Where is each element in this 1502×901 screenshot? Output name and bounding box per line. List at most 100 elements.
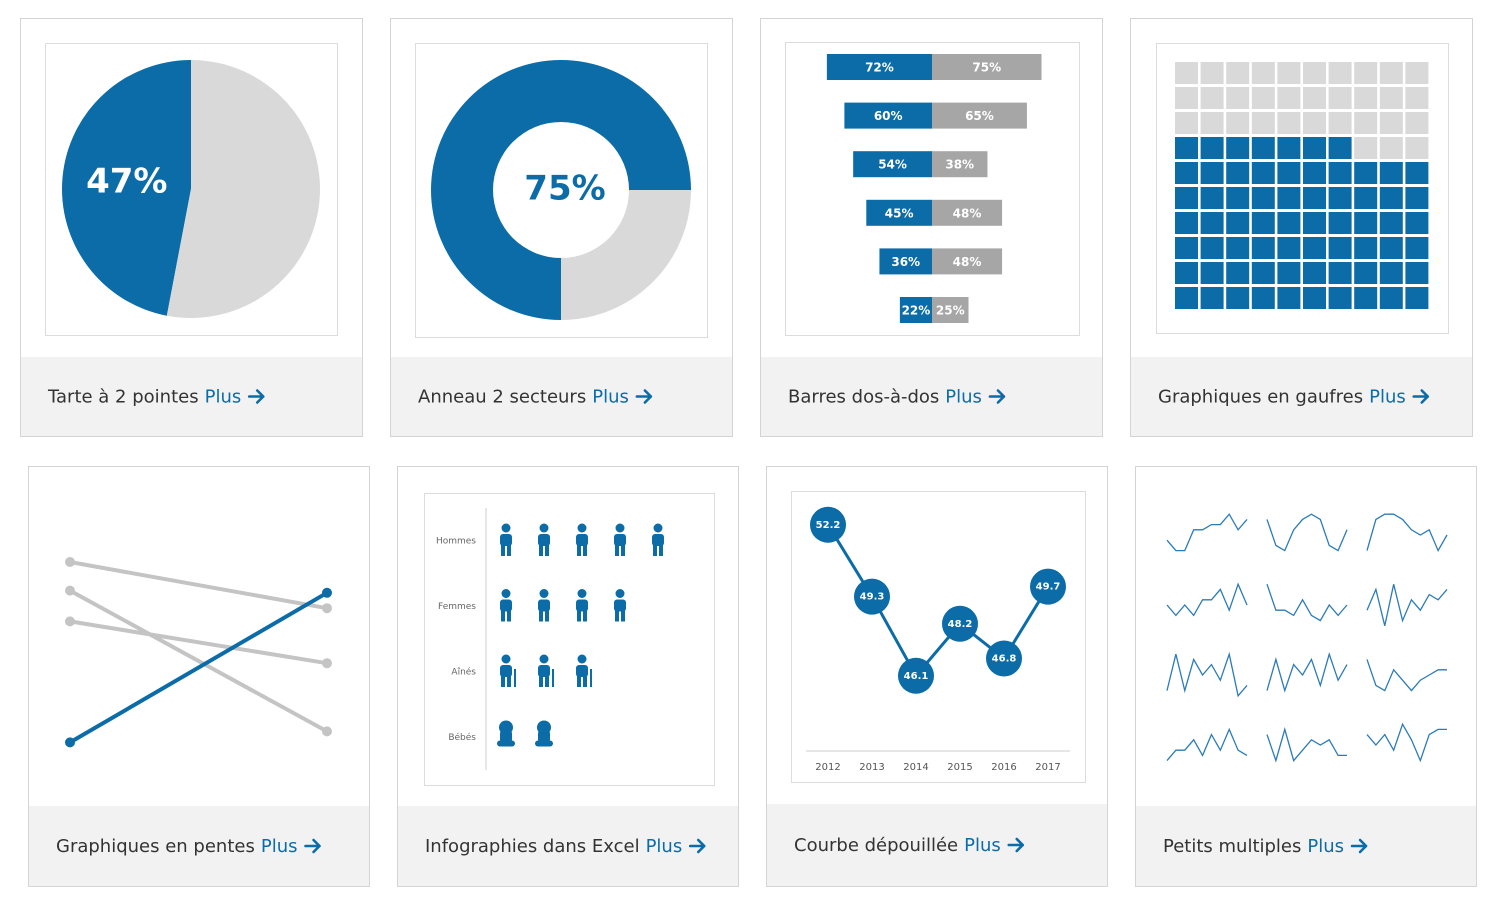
icon-leg — [615, 545, 619, 556]
waffle-cell — [1277, 237, 1301, 259]
icon-leg — [577, 610, 581, 622]
icon-leg — [545, 610, 549, 622]
person-icon — [614, 589, 626, 622]
icon-head — [615, 589, 625, 598]
waffle-cell — [1175, 162, 1198, 184]
waffle-cell — [1354, 112, 1378, 134]
more-link[interactable]: Plus — [205, 387, 242, 408]
bar-label: 54% — [878, 158, 907, 172]
x-tick-label: 2014 — [903, 762, 928, 773]
icon-body — [500, 534, 512, 546]
waffle-cell — [1251, 162, 1275, 184]
card-title: Barres dos-à-dos — [788, 387, 939, 408]
waffle-cell — [1175, 137, 1198, 159]
sparkline — [1366, 659, 1447, 692]
waffle-cell — [1354, 162, 1378, 184]
waffle-cell — [1200, 287, 1224, 309]
waffle-cell — [1354, 137, 1378, 159]
link-arrow[interactable] — [635, 389, 653, 404]
person-icon — [576, 589, 588, 622]
data-point — [1030, 568, 1066, 605]
waffle-cell — [1200, 187, 1224, 209]
chart-frame — [1156, 43, 1449, 334]
waffle-cell — [1277, 187, 1301, 209]
more-link[interactable]: Plus — [964, 835, 1001, 856]
slope-line — [69, 588, 328, 734]
icon-head — [615, 523, 625, 533]
icon-leg — [501, 676, 505, 687]
icon-body — [576, 665, 588, 677]
bar-label: 65% — [965, 109, 994, 123]
waffle-cell — [1303, 287, 1326, 309]
waffle-cell — [1226, 112, 1250, 134]
card-caption: Graphiques en pentes Plus — [56, 836, 298, 857]
more-link[interactable]: Plus — [1369, 387, 1406, 408]
card-title: Graphiques en gaufres — [1158, 387, 1363, 408]
card-title: Anneau 2 secteurs — [418, 387, 586, 408]
waffle-cell — [1405, 112, 1429, 134]
category-label: Bébés — [448, 732, 476, 743]
icon-head — [501, 523, 511, 533]
more-link[interactable]: Plus — [945, 387, 982, 408]
waffle-cell — [1354, 87, 1378, 109]
bar-label: 60% — [874, 109, 903, 123]
more-link[interactable]: Plus — [1307, 836, 1344, 857]
waffle-cell — [1175, 262, 1198, 284]
data-point — [810, 506, 846, 543]
waffle-cell — [1303, 112, 1326, 134]
link-arrow[interactable] — [1007, 837, 1025, 853]
sparkline — [1266, 583, 1348, 622]
sparkline — [1366, 513, 1448, 553]
link-arrow[interactable] — [988, 389, 1006, 404]
icon-body — [576, 599, 588, 612]
card-title: Courbe dépouillée — [794, 835, 958, 856]
waffle-cell — [1303, 212, 1326, 234]
icon-leg — [577, 545, 581, 556]
data-point — [898, 657, 934, 694]
more-link[interactable]: Plus — [646, 836, 683, 857]
category-label: Femmes — [438, 602, 476, 612]
waffle-cell — [1354, 212, 1378, 234]
waffle-cell — [1379, 237, 1403, 259]
card-title: Graphiques en pentes — [56, 836, 255, 857]
waffle-cell — [1200, 87, 1224, 109]
link-arrow[interactable] — [1412, 389, 1430, 404]
card-caption: Petits multiples Plus — [1163, 836, 1344, 857]
icon-head — [539, 523, 549, 533]
icon-body — [500, 730, 512, 743]
waffle-cell — [1251, 212, 1275, 234]
more-link[interactable]: Plus — [261, 836, 298, 857]
slope-line — [69, 619, 328, 666]
chart-frame — [791, 491, 1086, 783]
waffle-cell — [1226, 62, 1250, 84]
icon-body — [538, 730, 550, 743]
icon-body — [614, 599, 626, 612]
sparkline — [1266, 727, 1347, 763]
link-arrow[interactable] — [247, 389, 265, 404]
category-label: Aînés — [451, 667, 476, 678]
link-arrow[interactable] — [1350, 838, 1368, 854]
more-link[interactable]: Plus — [592, 387, 629, 408]
link-arrow[interactable] — [304, 838, 321, 854]
card-title: Tarte à 2 pointes — [47, 387, 199, 408]
pie-slice — [166, 60, 321, 318]
waffle-cell — [1303, 137, 1326, 159]
icon-body — [576, 534, 588, 546]
bar-label: 25% — [936, 304, 965, 318]
slope-dot — [65, 557, 75, 567]
icon-leg — [621, 610, 625, 622]
icon-leg — [615, 610, 619, 622]
waffle-cell — [1226, 212, 1250, 234]
donut-segment — [431, 60, 691, 320]
icon-leg — [501, 610, 505, 622]
slope-dot — [65, 737, 75, 748]
card-footer — [391, 357, 732, 436]
waffle-cell — [1328, 62, 1352, 84]
card-caption: Infographies dans Excel Plus — [425, 836, 682, 857]
link-arrow[interactable] — [688, 838, 706, 854]
waffle-cell — [1354, 262, 1378, 284]
icon-body — [538, 665, 550, 677]
waffle-cell — [1405, 62, 1429, 84]
waffle-cell — [1251, 112, 1275, 134]
